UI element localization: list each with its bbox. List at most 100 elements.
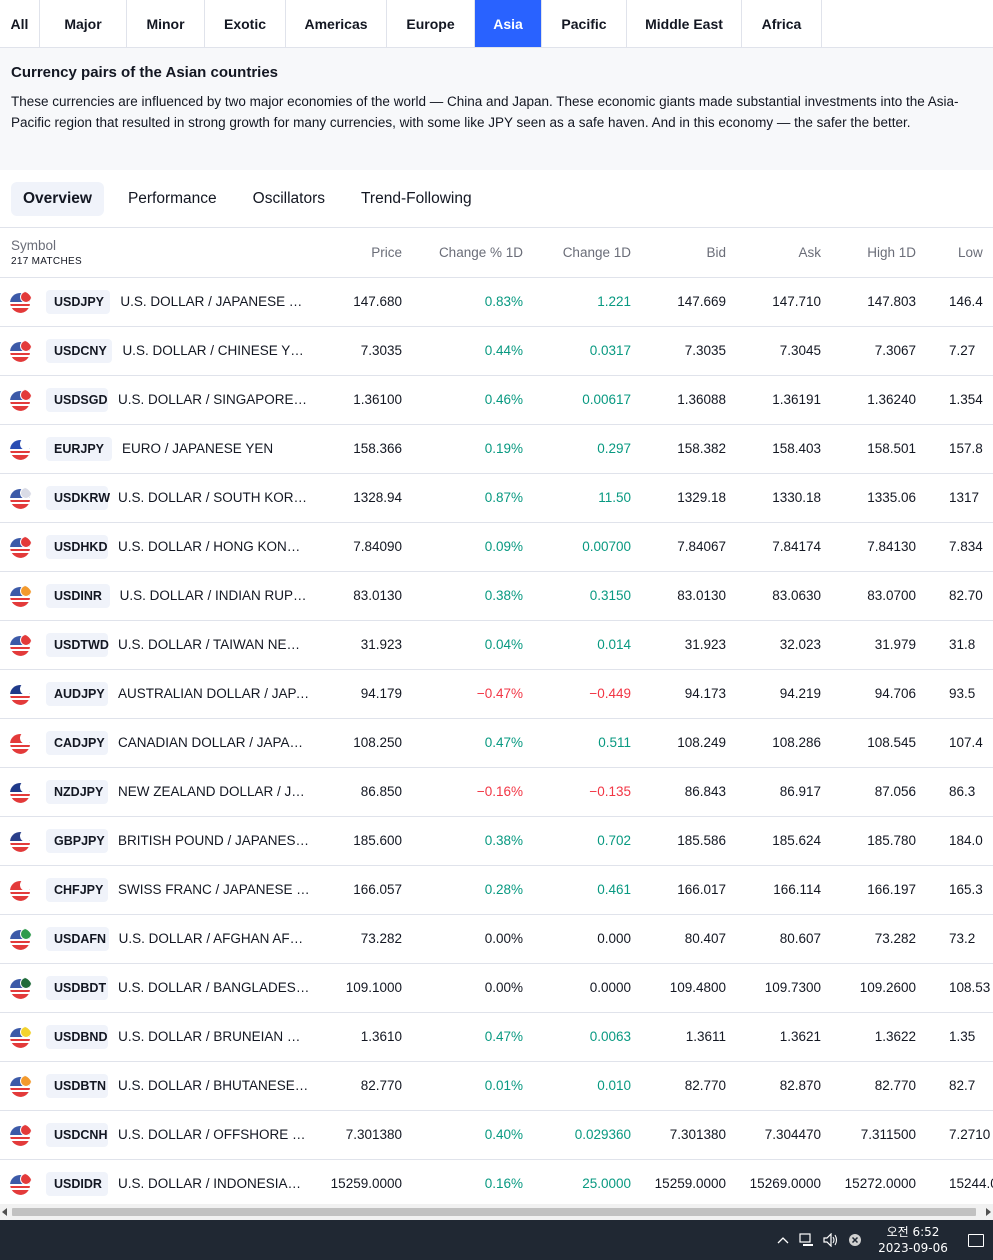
horizontal-scrollbar[interactable] — [0, 1204, 993, 1220]
pair-name[interactable]: U.S. DOLLAR / BRUNEIAN DOLLAR — [118, 1029, 310, 1044]
description-panel: Currency pairs of the Asian countries Th… — [0, 48, 993, 170]
column-header-bid[interactable]: Bid — [639, 228, 734, 278]
clock[interactable]: 오전 6:52 2023-09-06 — [873, 1224, 953, 1256]
region-tab-asia[interactable]: Asia — [475, 0, 542, 47]
status-x-icon[interactable] — [843, 1220, 867, 1260]
table-row[interactable]: CHFJPY SWISS FRANC / JAPANESE YEN 166.057 0… — [0, 865, 993, 915]
ticker-badge[interactable]: USDHKD — [46, 534, 108, 559]
tab-trend-following[interactable]: Trend-Following — [361, 189, 472, 207]
cell-chg: 0.014 — [531, 620, 639, 670]
region-tab-pacific[interactable]: Pacific — [542, 0, 627, 47]
ticker-badge[interactable]: USDBTN — [46, 1073, 108, 1098]
ticker-badge[interactable]: CADJPY — [46, 730, 108, 755]
pair-name[interactable]: AUSTRALIAN DOLLAR / JAPANESE YEN — [118, 686, 310, 701]
pair-name[interactable]: U.S. DOLLAR / BANGLADESHI TAKA — [118, 980, 310, 995]
ticker-badge[interactable]: NZDJPY — [46, 779, 108, 804]
pair-name[interactable]: CANADIAN DOLLAR / JAPANESE YEN — [118, 735, 310, 750]
ticker-badge[interactable]: USDBND — [46, 1024, 109, 1049]
tab-oscillators[interactable]: Oscillators — [252, 189, 326, 207]
pair-name[interactable]: U.S. DOLLAR / SINGAPORE DOLLAR — [118, 392, 310, 407]
pair-name[interactable]: U.S. DOLLAR / OFFSHORE CHINESE YUAN — [118, 1127, 310, 1142]
pair-name[interactable]: U.S. DOLLAR / AFGHAN AFGHANI — [118, 931, 310, 946]
region-tab-middle-east[interactable]: Middle East — [627, 0, 742, 47]
pair-name[interactable]: NEW ZEALAND DOLLAR / JAPANESE YEN — [118, 784, 310, 799]
table-row[interactable]: USDSGD U.S. DOLLAR / SINGAPORE DOLLAR 1.36… — [0, 375, 993, 425]
column-header-price[interactable]: Price — [318, 228, 410, 278]
column-header-ask[interactable]: Ask — [734, 228, 829, 278]
ticker-badge[interactable]: USDTWD — [46, 632, 109, 657]
pair-name[interactable]: U.S. DOLLAR / JAPANESE YEN — [120, 294, 310, 309]
cell-chg: 25.0000 — [531, 1159, 639, 1204]
cell-price: 7.3035 — [318, 326, 410, 376]
pair-name[interactable]: U.S. DOLLAR / TAIWAN NEW DOLLAR — [118, 637, 310, 652]
table-row[interactable]: AUDJPY AUSTRALIAN DOLLAR / JAPANESE YEN 94… — [0, 669, 993, 719]
chevron-up-icon[interactable] — [771, 1220, 795, 1260]
ticker-badge[interactable]: USDBDT — [46, 975, 108, 1000]
cell-chg-pct: 0.09% — [410, 522, 531, 572]
table-row[interactable]: USDTWD U.S. DOLLAR / TAIWAN NEW DOLLAR 31.… — [0, 620, 993, 670]
table-row[interactable]: USDIDR U.S. DOLLAR / INDONESIAN RUPIAH 152… — [0, 1159, 993, 1204]
pair-name[interactable]: U.S. DOLLAR / INDIAN RUPEE — [119, 588, 310, 603]
ticker-badge[interactable]: USDSGD — [46, 387, 108, 412]
scroll-left-arrow-icon[interactable] — [2, 1208, 7, 1216]
ticker-badge[interactable]: AUDJPY — [46, 681, 108, 706]
table-row[interactable]: EURJPY EURO / JAPANESE YEN 158.366 0.19% 0.2… — [0, 424, 993, 474]
table-row[interactable]: USDINR U.S. DOLLAR / INDIAN RUPEE 83.0130 0… — [0, 571, 993, 621]
pair-name[interactable]: U.S. DOLLAR / BHUTANESE NGULTRUM — [118, 1078, 310, 1093]
region-tab-africa[interactable]: Africa — [742, 0, 822, 47]
region-tab-europe[interactable]: Europe — [387, 0, 475, 47]
ticker-badge[interactable]: GBPJPY — [46, 828, 108, 853]
column-header-change-1d[interactable]: Change 1D — [531, 228, 639, 278]
column-header-high-1d[interactable]: High 1D — [829, 228, 924, 278]
ticker-badge[interactable]: EURJPY — [46, 436, 113, 461]
pair-name[interactable]: EURO / JAPANESE YEN — [122, 441, 274, 456]
table-row[interactable]: USDCNH U.S. DOLLAR / OFFSHORE CHINESE YUA… — [0, 1110, 993, 1160]
pair-name[interactable]: BRITISH POUND / JAPANESE YEN — [118, 833, 310, 848]
region-tab-all[interactable]: All — [0, 0, 40, 47]
tab-overview[interactable]: Overview — [11, 181, 104, 216]
table-row[interactable]: USDBND U.S. DOLLAR / BRUNEIAN DOLLAR 1.361… — [0, 1012, 993, 1062]
region-tab-exotic[interactable]: Exotic — [205, 0, 286, 47]
pair-name[interactable]: U.S. DOLLAR / CHINESE YUAN — [122, 343, 310, 358]
scroll-right-arrow-icon[interactable] — [986, 1208, 991, 1216]
ticker-badge[interactable]: USDKRW — [46, 485, 110, 510]
table-row[interactable]: USDJPY U.S. DOLLAR / JAPANESE YEN 147.680 0… — [0, 277, 993, 327]
scrollbar-thumb[interactable] — [12, 1208, 976, 1216]
ticker-badge[interactable]: USDINR — [46, 583, 110, 608]
ticker-badge[interactable]: USDJPY — [46, 289, 111, 314]
table-row[interactable]: USDCNY U.S. DOLLAR / CHINESE YUAN 7.3035 0.… — [0, 326, 993, 376]
table-row[interactable]: CADJPY CANADIAN DOLLAR / JAPANESE YEN 108.… — [0, 718, 993, 768]
pair-name[interactable]: U.S. DOLLAR / INDONESIAN RUPIAH — [118, 1176, 310, 1191]
table-row[interactable]: USDBTN U.S. DOLLAR / BHUTANESE NGULTRUM 82… — [0, 1061, 993, 1111]
table-row[interactable]: GBPJPY BRITISH POUND / JAPANESE YEN 185.60… — [0, 816, 993, 866]
volume-icon[interactable] — [819, 1220, 843, 1260]
ticker-badge[interactable]: USDIDR — [46, 1171, 108, 1196]
region-tab-minor[interactable]: Minor — [127, 0, 205, 47]
region-tab-major[interactable]: Major — [40, 0, 127, 47]
notification-center-icon[interactable] — [959, 1220, 993, 1260]
cell-ask: 83.0630 — [734, 571, 829, 621]
table-row[interactable]: NZDJPY NEW ZEALAND DOLLAR / JAPANESE YEN 8… — [0, 767, 993, 817]
pair-name[interactable]: U.S. DOLLAR / SOUTH KOREAN WON — [118, 490, 310, 505]
pair-name[interactable]: U.S. DOLLAR / HONG KONG DOLLAR — [118, 539, 310, 554]
table-row[interactable]: USDHKD U.S. DOLLAR / HONG KONG DOLLAR 7.84… — [0, 522, 993, 572]
region-tab-americas[interactable]: Americas — [286, 0, 387, 47]
cell-bid: 147.669 — [639, 277, 734, 327]
network-icon[interactable] — [795, 1220, 819, 1260]
pair-name[interactable]: SWISS FRANC / JAPANESE YEN — [118, 882, 310, 897]
column-header-low[interactable]: Low — [924, 228, 993, 278]
table-row[interactable]: USDBDT U.S. DOLLAR / BANGLADESHI TAKA 109.… — [0, 963, 993, 1013]
ticker-badge[interactable]: USDAFN — [46, 926, 109, 951]
table-row[interactable]: USDKRW U.S. DOLLAR / SOUTH KOREAN WON 1328… — [0, 473, 993, 523]
cell-low: 7.2710 — [924, 1110, 993, 1160]
column-header-change-1d[interactable]: Change % 1D — [410, 228, 531, 278]
table-row[interactable]: USDAFN U.S. DOLLAR / AFGHAN AFGHANI 73.282… — [0, 914, 993, 964]
symbol-column-header[interactable]: Symbol 217 MATCHES — [0, 228, 318, 278]
cell-bid: 83.0130 — [639, 571, 734, 621]
cell-chg: 1.221 — [531, 277, 639, 327]
ticker-badge[interactable]: USDCNH — [46, 1122, 108, 1147]
symbol-cell: EURJPY EURO / JAPANESE YEN — [0, 424, 318, 474]
tab-performance[interactable]: Performance — [127, 189, 217, 207]
ticker-badge[interactable]: USDCNY — [46, 338, 113, 363]
ticker-badge[interactable]: CHFJPY — [46, 877, 109, 902]
